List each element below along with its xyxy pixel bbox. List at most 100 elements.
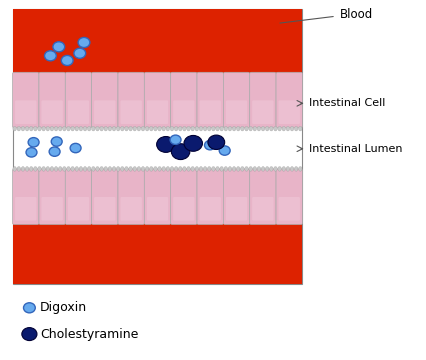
FancyBboxPatch shape	[121, 100, 142, 124]
Ellipse shape	[133, 126, 136, 131]
Ellipse shape	[261, 167, 265, 171]
Circle shape	[74, 48, 86, 58]
Ellipse shape	[290, 167, 294, 171]
Ellipse shape	[29, 167, 33, 171]
FancyBboxPatch shape	[276, 72, 302, 128]
Ellipse shape	[212, 126, 215, 131]
FancyBboxPatch shape	[41, 100, 63, 124]
Ellipse shape	[87, 126, 91, 131]
Ellipse shape	[265, 126, 269, 131]
FancyBboxPatch shape	[223, 169, 250, 225]
Text: Blood: Blood	[340, 8, 374, 21]
Ellipse shape	[83, 167, 87, 171]
Ellipse shape	[232, 167, 236, 171]
FancyBboxPatch shape	[147, 197, 168, 221]
Circle shape	[171, 144, 190, 159]
Ellipse shape	[46, 167, 49, 171]
Ellipse shape	[253, 126, 256, 131]
Ellipse shape	[158, 126, 161, 131]
FancyBboxPatch shape	[173, 197, 195, 221]
Ellipse shape	[50, 126, 54, 131]
Ellipse shape	[253, 167, 256, 171]
Ellipse shape	[129, 126, 132, 131]
Ellipse shape	[245, 126, 248, 131]
FancyBboxPatch shape	[250, 72, 276, 128]
FancyBboxPatch shape	[252, 197, 273, 221]
Ellipse shape	[241, 126, 244, 131]
FancyBboxPatch shape	[171, 169, 197, 225]
Ellipse shape	[187, 126, 190, 131]
Ellipse shape	[13, 167, 17, 171]
Ellipse shape	[21, 126, 25, 131]
Ellipse shape	[125, 167, 128, 171]
Ellipse shape	[150, 167, 153, 171]
Ellipse shape	[137, 167, 141, 171]
Ellipse shape	[249, 126, 252, 131]
Ellipse shape	[150, 126, 153, 131]
Ellipse shape	[137, 126, 141, 131]
Ellipse shape	[25, 126, 29, 131]
Ellipse shape	[236, 126, 240, 131]
Ellipse shape	[294, 167, 298, 171]
Ellipse shape	[34, 126, 37, 131]
Ellipse shape	[166, 167, 170, 171]
FancyBboxPatch shape	[13, 72, 39, 128]
Ellipse shape	[116, 126, 120, 131]
Ellipse shape	[79, 126, 83, 131]
Ellipse shape	[282, 167, 285, 171]
FancyBboxPatch shape	[65, 169, 92, 225]
Bar	[13, 9, 302, 74]
Ellipse shape	[87, 167, 91, 171]
Circle shape	[28, 138, 39, 147]
Ellipse shape	[286, 126, 290, 131]
Ellipse shape	[67, 167, 70, 171]
FancyBboxPatch shape	[144, 169, 171, 225]
Ellipse shape	[116, 167, 120, 171]
Ellipse shape	[257, 167, 261, 171]
Circle shape	[204, 140, 216, 150]
Ellipse shape	[203, 167, 207, 171]
Ellipse shape	[274, 167, 277, 171]
Ellipse shape	[58, 126, 62, 131]
Ellipse shape	[207, 126, 211, 131]
Ellipse shape	[220, 167, 223, 171]
Ellipse shape	[162, 167, 165, 171]
FancyBboxPatch shape	[199, 197, 221, 221]
Ellipse shape	[166, 126, 170, 131]
Ellipse shape	[170, 167, 174, 171]
Circle shape	[219, 146, 230, 155]
Text: Cholestyramine: Cholestyramine	[40, 328, 138, 341]
FancyBboxPatch shape	[279, 100, 300, 124]
Ellipse shape	[294, 126, 298, 131]
Ellipse shape	[183, 126, 186, 131]
Ellipse shape	[42, 126, 46, 131]
Ellipse shape	[199, 126, 203, 131]
Ellipse shape	[112, 126, 116, 131]
Circle shape	[22, 328, 37, 341]
Ellipse shape	[17, 126, 20, 131]
Ellipse shape	[133, 167, 136, 171]
Circle shape	[78, 37, 90, 48]
Ellipse shape	[108, 167, 112, 171]
Bar	[13, 224, 302, 284]
FancyBboxPatch shape	[279, 197, 300, 221]
Ellipse shape	[29, 126, 33, 131]
Ellipse shape	[121, 126, 124, 131]
Ellipse shape	[224, 167, 227, 171]
FancyBboxPatch shape	[68, 100, 89, 124]
Ellipse shape	[96, 167, 99, 171]
FancyBboxPatch shape	[226, 100, 247, 124]
FancyBboxPatch shape	[94, 100, 115, 124]
FancyBboxPatch shape	[39, 169, 65, 225]
Ellipse shape	[58, 167, 62, 171]
Ellipse shape	[174, 167, 178, 171]
Ellipse shape	[125, 126, 128, 131]
Circle shape	[53, 42, 65, 52]
Ellipse shape	[158, 167, 161, 171]
Ellipse shape	[154, 126, 157, 131]
FancyBboxPatch shape	[65, 72, 92, 128]
Ellipse shape	[270, 167, 273, 171]
FancyBboxPatch shape	[92, 72, 118, 128]
Circle shape	[51, 137, 62, 146]
Circle shape	[157, 136, 175, 152]
